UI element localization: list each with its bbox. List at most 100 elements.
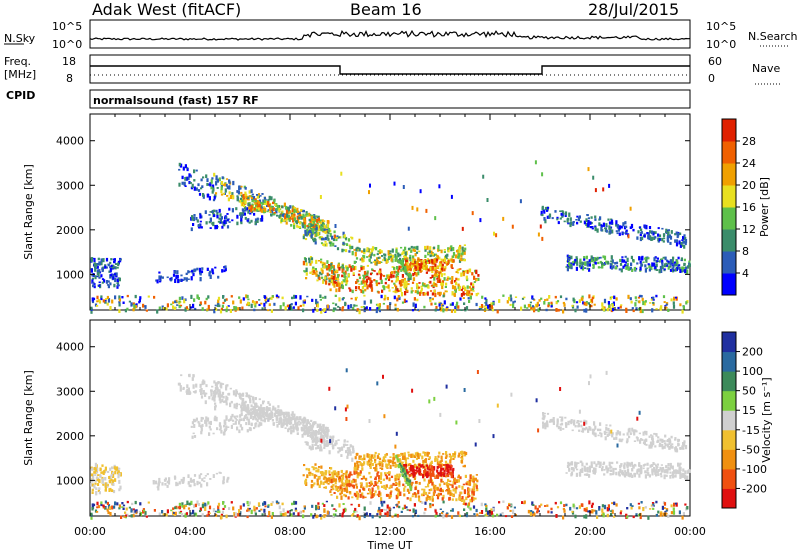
echo-cell <box>541 236 544 241</box>
echo-cell <box>312 466 315 471</box>
echo-cell <box>258 414 262 417</box>
echo-cell <box>110 264 113 267</box>
echo-cell <box>545 308 548 312</box>
echo-cell <box>395 270 398 274</box>
echo-cell <box>329 479 332 483</box>
echo-cell <box>400 292 404 297</box>
echo-cell <box>452 259 455 263</box>
echo-cell <box>312 219 315 221</box>
echo-cell <box>589 226 593 229</box>
echo-cell <box>265 409 268 411</box>
echo-cell <box>296 428 299 432</box>
echo-cell <box>625 307 628 311</box>
echo-cell <box>460 491 463 495</box>
echo-cell <box>332 302 335 305</box>
echo-cell <box>205 384 208 388</box>
colorbar-segment <box>722 185 736 208</box>
echo-cell <box>373 253 376 257</box>
echo-cell <box>179 385 182 389</box>
echo-cell <box>270 205 273 209</box>
echo-cell <box>555 308 558 312</box>
echo-cell <box>184 307 187 312</box>
colorbar-tick-label: 12 <box>742 223 756 236</box>
echo-cell <box>251 408 254 411</box>
echo-cell <box>214 406 217 411</box>
echo-cell <box>412 473 415 475</box>
echo-cell <box>547 302 550 307</box>
echo-cell <box>261 410 264 413</box>
echo-cell <box>313 221 316 225</box>
echo-cell <box>621 258 624 263</box>
echo-cell <box>255 417 258 421</box>
echo-cell <box>232 423 235 425</box>
echo-cell <box>562 301 565 305</box>
echo-cell <box>603 263 606 265</box>
echo-cell <box>444 460 448 464</box>
echo-cell <box>174 270 177 274</box>
echo-cell <box>195 383 198 388</box>
echo-cell <box>310 260 314 264</box>
echo-cell <box>444 456 448 459</box>
echo-cell <box>538 299 541 302</box>
echo-cell <box>410 482 413 486</box>
echo-cell <box>381 467 384 470</box>
echo-cell <box>537 232 540 237</box>
echo-cell <box>406 265 409 268</box>
echo-cell <box>361 467 364 471</box>
echo-cell <box>294 221 297 223</box>
echo-cell <box>405 480 408 485</box>
echo-cell <box>361 457 364 461</box>
echo-cell <box>334 307 337 311</box>
echo-cell <box>366 492 370 495</box>
echo-cell <box>225 384 228 388</box>
echo-cell <box>247 302 250 305</box>
echo-cell <box>329 288 332 292</box>
echo-cell <box>427 466 430 470</box>
echo-cell <box>324 276 327 280</box>
echo-cell <box>178 300 181 303</box>
echo-cell <box>466 289 469 294</box>
echo-cell <box>259 409 262 412</box>
echo-cell <box>270 309 273 313</box>
echo-cell <box>420 493 424 497</box>
echo-cell <box>164 477 167 481</box>
echo-cell <box>250 196 253 200</box>
echo-cell <box>454 288 457 293</box>
echo-cell <box>394 303 397 307</box>
echo-cell <box>635 267 638 270</box>
echo-cell <box>396 483 399 485</box>
echo-cell <box>319 298 322 301</box>
echo-cell <box>316 224 320 227</box>
echo-cell <box>393 270 396 274</box>
echo-cell <box>308 223 311 226</box>
echo-cell <box>276 424 279 428</box>
echo-cell <box>468 299 471 303</box>
echo-cell <box>226 306 229 309</box>
echo-cell <box>329 490 332 494</box>
echo-cell <box>403 281 406 286</box>
echo-cell <box>584 267 587 269</box>
echo-cell <box>658 269 661 274</box>
echo-cell <box>366 286 369 290</box>
echo-cell <box>338 489 341 492</box>
freq-panel: Freq. [MHz] 18 8 60 0 Nave CPID <box>4 54 780 102</box>
echo-cell <box>656 260 659 262</box>
echo-cell <box>161 482 164 486</box>
echo-cell <box>328 240 331 243</box>
echo-cell <box>383 274 386 277</box>
echo-cell <box>674 268 677 272</box>
echo-cell <box>211 269 214 273</box>
echo-cell <box>332 238 336 242</box>
echo-cell <box>423 262 426 267</box>
echo-cell <box>102 258 105 263</box>
echo-cell <box>605 223 608 227</box>
echo-cell <box>568 255 571 257</box>
echo-cell <box>425 497 428 502</box>
echo-cell <box>319 444 322 449</box>
echo-cell <box>225 308 228 313</box>
echo-cell <box>369 491 372 495</box>
echo-cell <box>304 417 307 422</box>
echo-cell <box>359 472 362 476</box>
echo-cell <box>201 267 204 270</box>
echo-cell <box>378 251 382 254</box>
